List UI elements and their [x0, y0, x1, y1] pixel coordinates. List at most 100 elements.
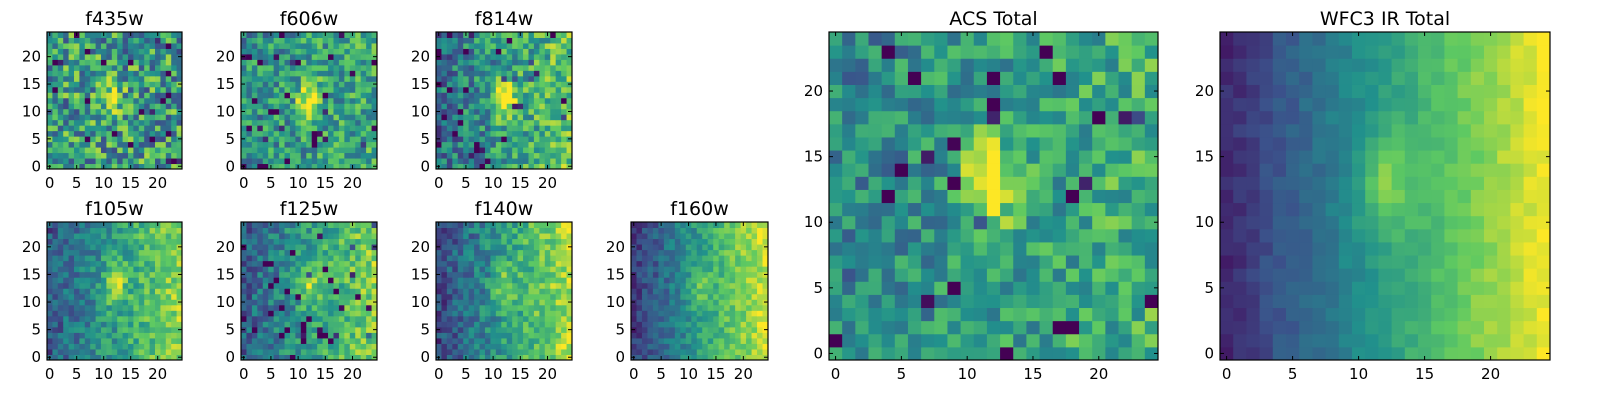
heatmap-cell [165, 81, 172, 88]
heatmap-cell [652, 227, 659, 234]
heatmap-cell [566, 293, 573, 300]
heatmap-cell [155, 42, 161, 49]
heatmap-cell [479, 348, 486, 355]
heatmap-cell [484, 130, 491, 137]
heatmap-cell [512, 114, 519, 121]
heatmap-cell [95, 227, 102, 234]
heatmap-cell [279, 293, 286, 300]
heatmap-cell [490, 97, 497, 104]
heatmap-cell [63, 108, 70, 115]
heatmap-cell [52, 37, 59, 44]
heatmap-cell [647, 288, 654, 295]
heatmap-cell [279, 152, 286, 159]
heatmap-cell [501, 141, 508, 148]
heatmap-cell [436, 64, 442, 71]
heatmap-cell [241, 249, 247, 256]
heatmap-cell [79, 70, 86, 77]
heatmap-cell [523, 130, 529, 137]
heatmap-cell [366, 288, 373, 295]
heatmap-cell [641, 233, 648, 240]
heatmap-cell [279, 244, 286, 251]
heatmap-cell [484, 75, 491, 82]
heatmap-cell [338, 81, 345, 88]
heatmap-cell [306, 81, 313, 88]
heatmap-cell [79, 255, 86, 262]
heatmap-cell [117, 103, 124, 110]
heatmap-cell [441, 119, 448, 126]
heatmap-cell [101, 233, 107, 240]
heatmap-cell [707, 304, 714, 311]
heatmap-cell [523, 299, 529, 306]
heatmap-cell [566, 233, 573, 240]
heatmap-cell [106, 277, 113, 284]
heatmap-cell [101, 321, 107, 328]
heatmap-cell [128, 59, 134, 66]
heatmap-cell [279, 53, 286, 60]
heatmap-cell [84, 32, 91, 38]
heatmap-cell [133, 70, 140, 77]
heatmap-cell [528, 42, 535, 49]
heatmap-cell [539, 233, 546, 240]
heatmap-cell [674, 315, 681, 322]
heatmap-cell [322, 37, 329, 44]
heatmap-cell [344, 92, 351, 99]
heatmap-cell [647, 277, 654, 284]
heatmap-cell [144, 136, 151, 143]
heatmap-cell [561, 238, 568, 245]
heatmap-cell [111, 92, 118, 99]
heatmap-cell [122, 293, 129, 300]
heatmap-cell [517, 119, 524, 126]
heatmap-cell [463, 130, 470, 137]
heatmap-cell [106, 42, 113, 49]
heatmap-cell [474, 32, 481, 38]
heatmap-cell [268, 108, 275, 115]
heatmap-cell [544, 227, 551, 234]
heatmap-cell [1131, 163, 1146, 177]
heatmap-cell [523, 233, 529, 240]
heatmap-cell [436, 141, 442, 148]
heatmap-cell [523, 249, 529, 256]
heatmap-cell [452, 244, 459, 251]
heatmap-cell [685, 332, 692, 339]
heatmap-cell [306, 343, 313, 350]
heatmap-cell [106, 249, 113, 256]
heatmap-cell [528, 125, 535, 132]
heatmap-cell [452, 260, 459, 267]
heatmap-cell [257, 304, 264, 311]
heatmap-cell [1052, 333, 1067, 348]
heatmap-cell [468, 222, 475, 229]
heatmap-cell [155, 97, 161, 104]
heatmap-cell [663, 233, 670, 240]
heatmap-cell [484, 37, 491, 44]
heatmap-cell [1092, 333, 1106, 348]
heatmap-cell [241, 86, 247, 93]
heatmap-cell [1079, 320, 1093, 335]
heatmap-cell [289, 249, 296, 256]
heatmap-cell [251, 48, 258, 55]
heatmap-cell [90, 343, 97, 350]
heatmap-cell [1092, 215, 1106, 230]
heatmap-cell [457, 266, 464, 273]
heatmap-cell [289, 310, 296, 317]
heatmap-cell [360, 244, 367, 251]
heatmap-cell [474, 119, 481, 126]
heatmap-cell [718, 326, 725, 333]
heatmap-cell [436, 304, 442, 311]
heatmap-cell [300, 32, 307, 38]
heatmap-cell [52, 64, 59, 71]
heatmap-cell [506, 227, 513, 234]
heatmap-cell [366, 293, 373, 300]
heatmap-cell [436, 147, 442, 154]
heatmap-cell [349, 37, 356, 44]
heatmap-cell [95, 42, 102, 49]
heatmap-cell [468, 125, 475, 132]
heatmap-cell [95, 321, 102, 328]
heatmap-cell [1026, 320, 1041, 335]
heatmap-cell [251, 114, 258, 121]
heatmap-cell [241, 158, 247, 165]
heatmap-cell [273, 337, 280, 344]
heatmap-cell [528, 114, 535, 121]
heatmap-cell [111, 97, 118, 104]
heatmap-cell [333, 86, 340, 93]
heatmap-cell [1105, 307, 1120, 322]
